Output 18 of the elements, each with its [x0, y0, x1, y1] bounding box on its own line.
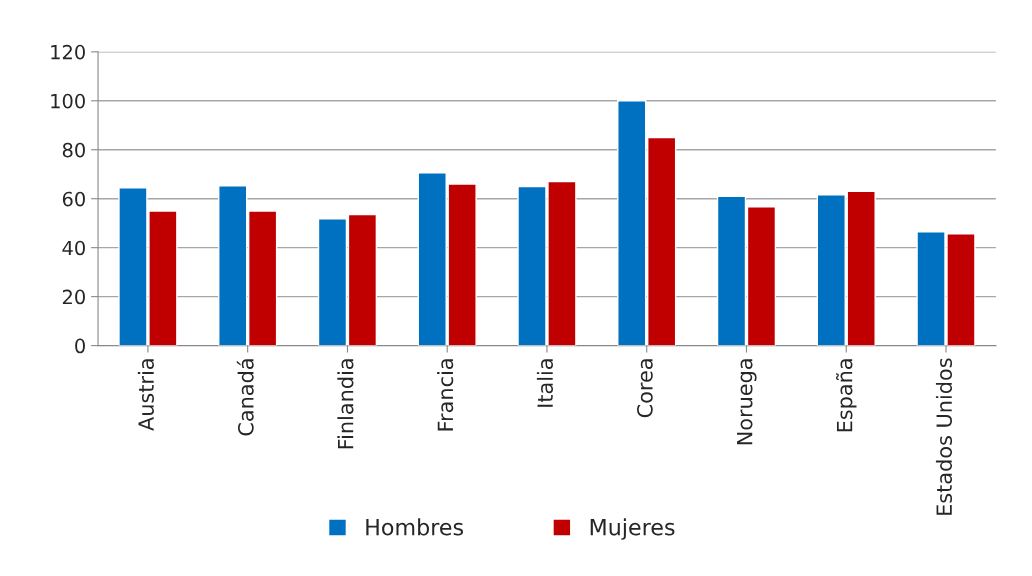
x-tick-label: Italia: [536, 359, 553, 407]
legend-label: Hombres: [366, 518, 464, 536]
y-tick-label: 100: [51, 93, 85, 109]
y-tick-label: 40: [62, 240, 85, 256]
x-tick-label: España: [835, 359, 857, 432]
y-tick-label: 60: [62, 191, 85, 207]
x-tick-label: Francia: [437, 359, 454, 431]
x-tick-label: Canadá: [236, 359, 254, 436]
x-tick-label: Noruega: [737, 359, 757, 445]
x-tick-label: Finlandia: [337, 359, 354, 449]
x-tick-label: Corea: [637, 359, 653, 418]
x-tick-label: Austria: [137, 359, 154, 431]
legend-label: Mujeres: [590, 518, 675, 540]
x-tick-label: Estados Unidos: [935, 358, 953, 515]
y-tick-label: 80: [62, 142, 85, 158]
y-tick-label: 0: [75, 338, 85, 354]
y-tick-label: 120: [51, 44, 85, 60]
y-tick-label: 20: [62, 289, 85, 305]
